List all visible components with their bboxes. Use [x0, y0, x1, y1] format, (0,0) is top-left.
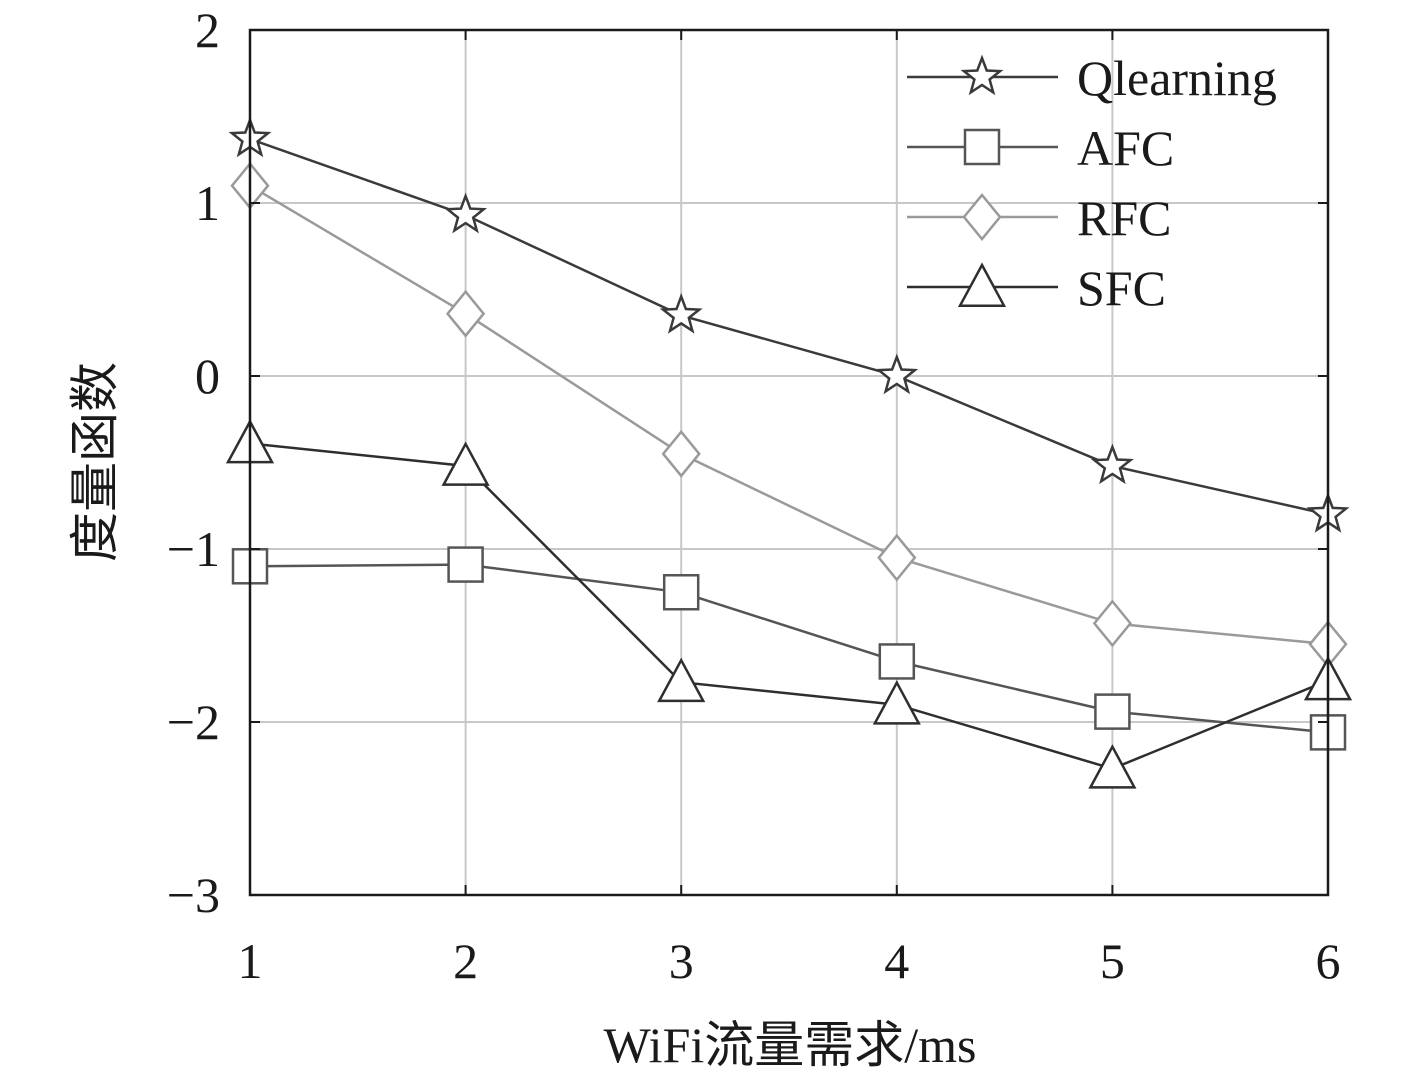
series-rfc: [230, 161, 1348, 669]
x-tick-label: 2: [453, 933, 478, 989]
data-point: [878, 643, 916, 680]
legend-item: Qlearning: [907, 50, 1277, 106]
y-tick-label: −3: [167, 867, 220, 923]
data-point: [659, 292, 703, 334]
legend-marker: [960, 54, 1004, 96]
series-layer: [225, 116, 1353, 789]
x-tick-label: 1: [238, 933, 263, 989]
y-tick-label: −1: [167, 521, 220, 577]
data-point: [445, 289, 486, 338]
legend-marker: [957, 262, 1007, 307]
x-tick-label: 6: [1316, 933, 1341, 989]
data-point: [877, 533, 917, 582]
legend: Qlearning AFC RFC SFC: [907, 50, 1277, 316]
y-axis-label: 度量函数: [67, 362, 123, 562]
series-afc: [231, 546, 1347, 751]
y-tick-label: 2: [195, 2, 220, 58]
data-point: [1088, 744, 1137, 789]
data-point: [1090, 443, 1134, 485]
series-line: [249, 184, 1329, 646]
series-sfc: [225, 418, 1353, 789]
y-tick-label: 0: [195, 348, 220, 404]
data-point: [872, 680, 921, 725]
legend-label: SFC: [1077, 260, 1166, 316]
y-tick-label: 1: [195, 175, 220, 231]
x-axis-label: WiFi流量需求/ms: [603, 1017, 976, 1073]
x-tick-label: 5: [1100, 933, 1125, 989]
legend-label: RFC: [1077, 190, 1172, 246]
series-line: [249, 137, 1329, 516]
data-point: [1092, 599, 1133, 648]
legend-marker: [962, 193, 1002, 241]
legend-item: RFC: [907, 190, 1172, 246]
series-line: [249, 442, 1329, 771]
legend-item: AFC: [907, 120, 1174, 176]
plot-frame: [248, 28, 1330, 897]
data-point: [661, 429, 701, 478]
x-tick-label: 4: [884, 933, 909, 989]
y-tick-label: −2: [167, 694, 220, 750]
data-point: [444, 192, 488, 234]
legend-item: SFC: [907, 260, 1166, 316]
data-point: [441, 441, 490, 486]
data-point: [1094, 693, 1131, 730]
legend-label: Qlearning: [1077, 50, 1277, 106]
data-point: [875, 353, 919, 395]
series-line: [249, 563, 1329, 734]
data-point: [662, 574, 700, 611]
legend-marker: [963, 128, 1001, 166]
ticks: 1 2 3 4 5 6 2 1 0 −1 −2 −3: [167, 2, 1341, 989]
series-qlearning: [228, 116, 1350, 533]
legend-label: AFC: [1077, 120, 1174, 176]
data-point: [447, 546, 484, 583]
x-tick-label: 3: [669, 933, 694, 989]
data-point: [657, 657, 706, 703]
